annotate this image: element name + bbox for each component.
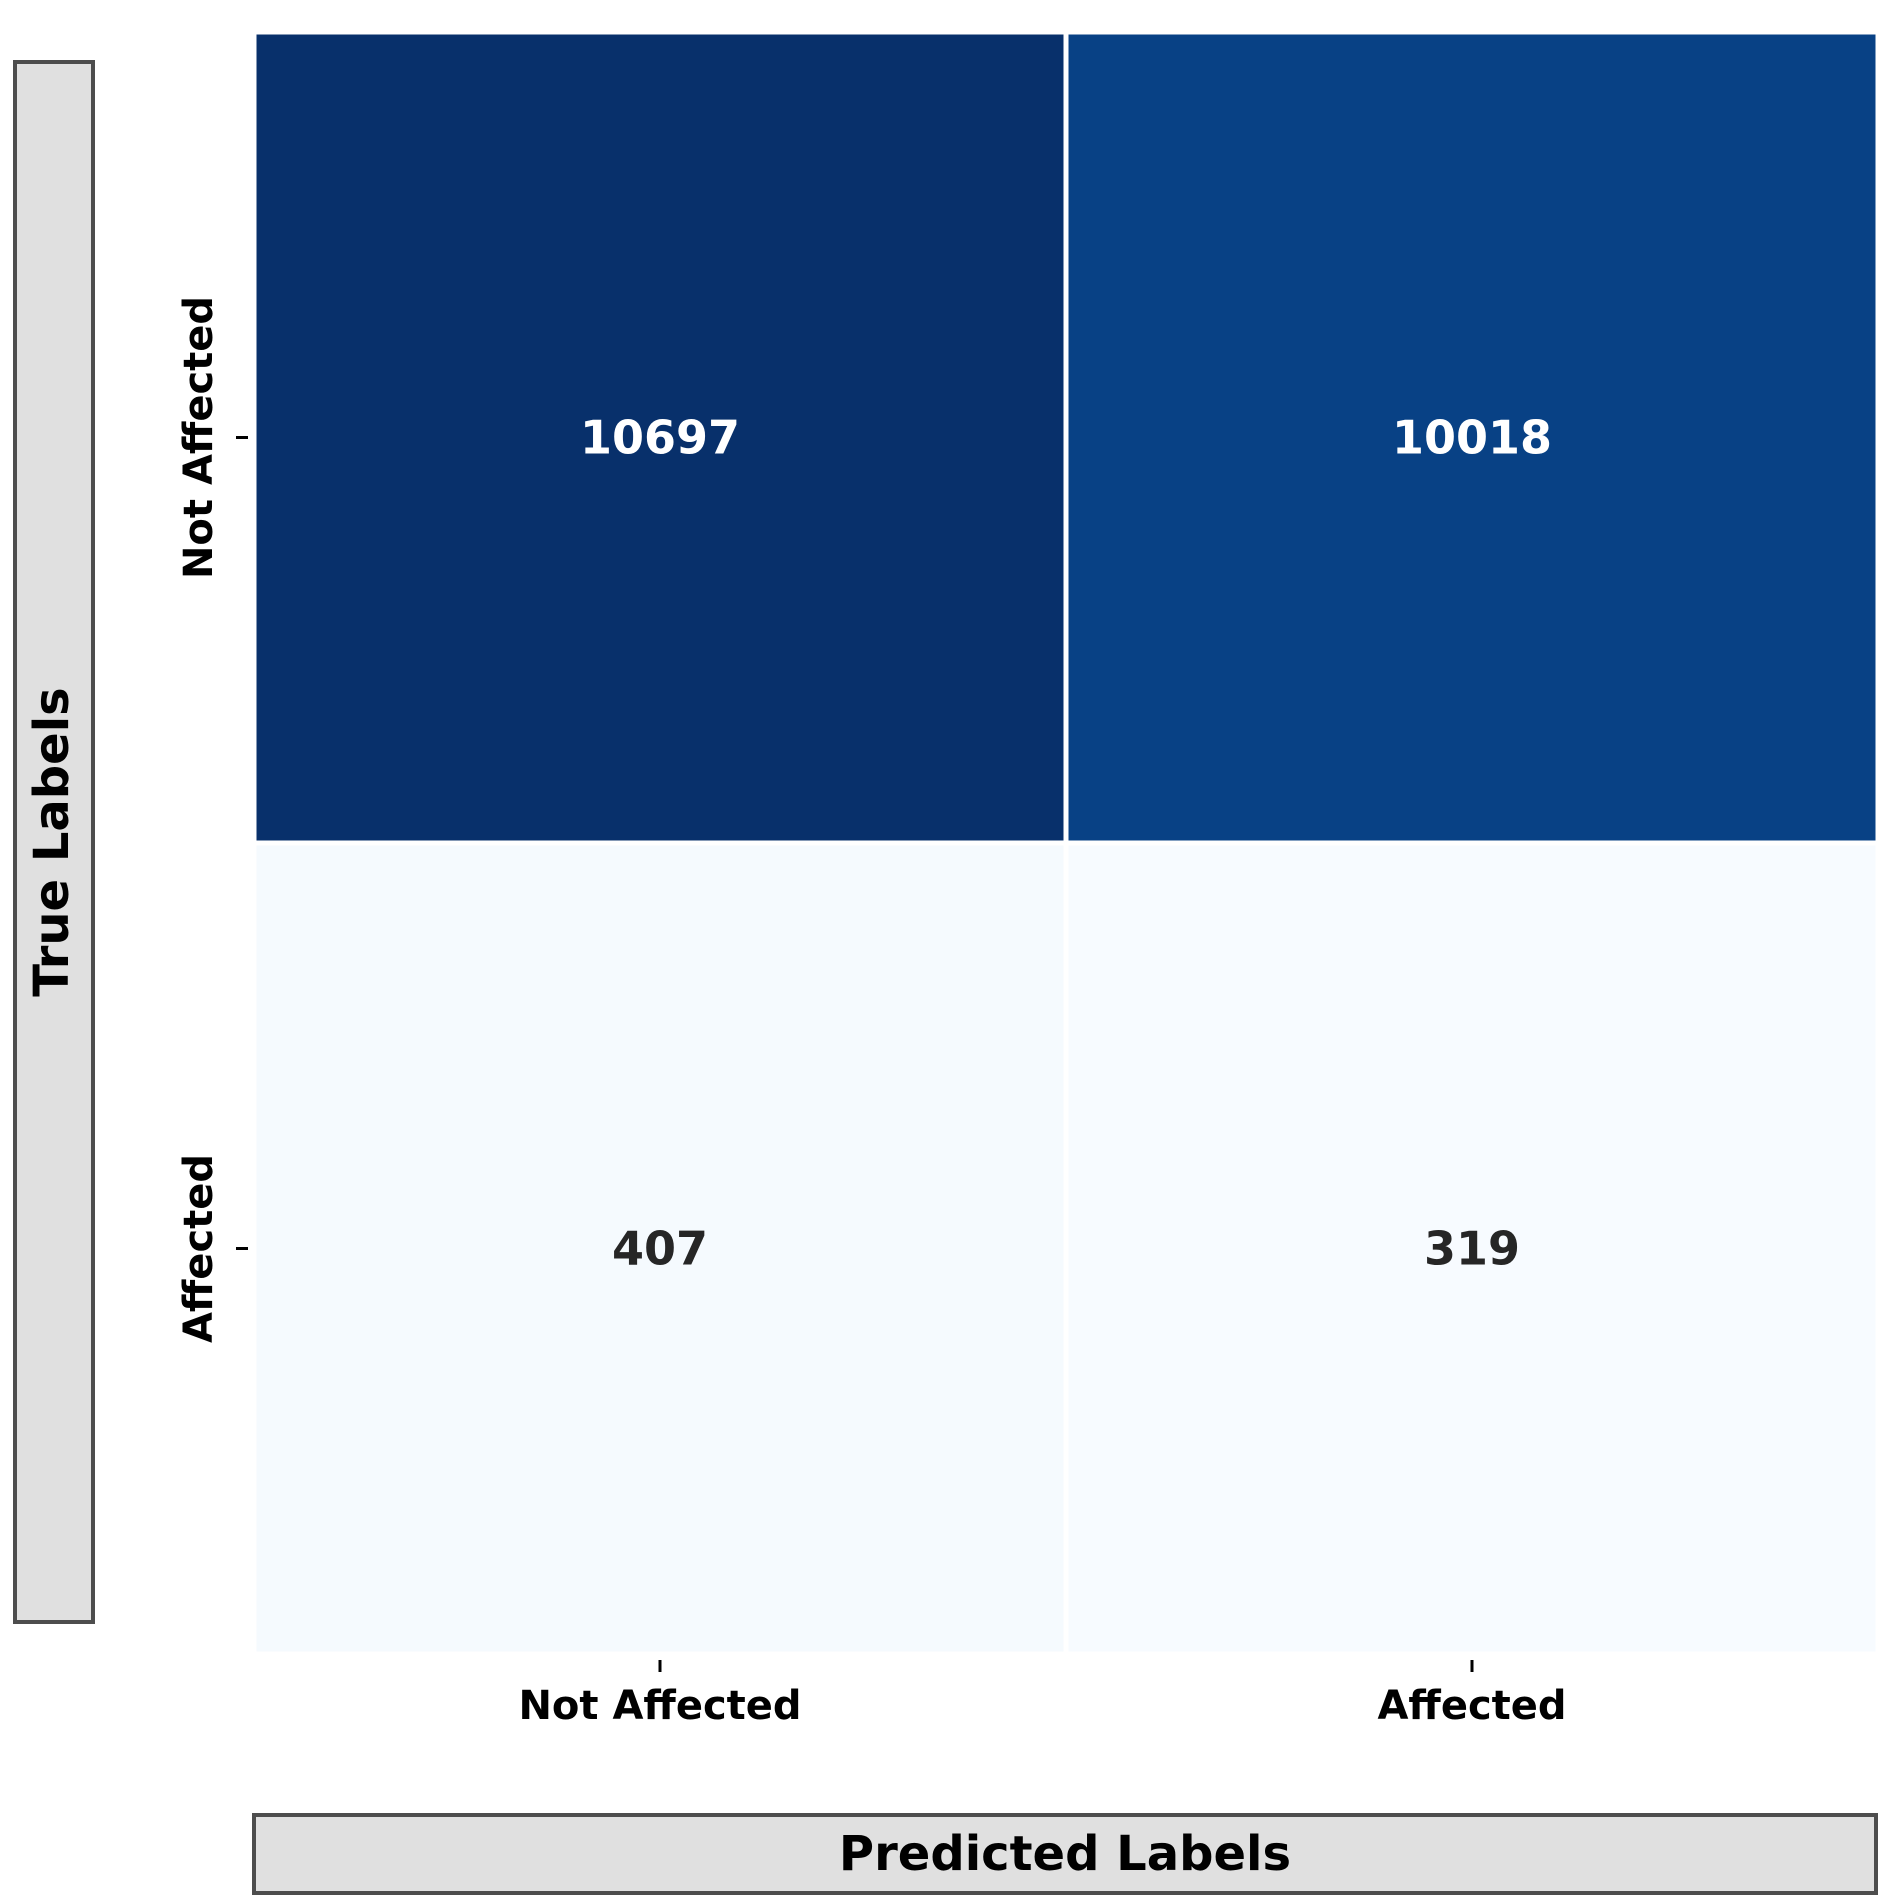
x-axis-title: Predicted Labels	[839, 1826, 1291, 1882]
heatmap-cells: 10697 10018 407 319	[251, 29, 1881, 1657]
x-axis-title-box	[252, 1813, 1878, 1895]
x-tick-label-0: Not Affected	[518, 1683, 801, 1729]
y-axis-title-box	[13, 60, 95, 1624]
heatmap-cell-label-r0-c1: 10018	[1392, 411, 1552, 465]
x-tick-label-1: Affected	[1377, 1683, 1566, 1729]
y-axis-title: True Labels	[24, 687, 80, 997]
heatmap-cell-r1-c1	[1063, 840, 1881, 1657]
heatmap-cell-r1-c0	[251, 840, 1069, 1657]
axis-ticks: Not Affected Affected Not Affected Affected	[176, 296, 1567, 1729]
heatmap-cell-label-r0-c0: 10697	[580, 411, 740, 465]
y-tick-label-0: Not Affected	[176, 296, 222, 579]
heatmap-cell-label-r1-c0: 407	[612, 1222, 708, 1276]
heatmap-cell-label-r1-c1: 319	[1424, 1222, 1520, 1276]
heatmap-cell-r0-c0	[251, 29, 1069, 846]
heatmap-cell-r0-c1	[1063, 29, 1881, 846]
y-tick-label-1: Affected	[176, 1154, 222, 1343]
